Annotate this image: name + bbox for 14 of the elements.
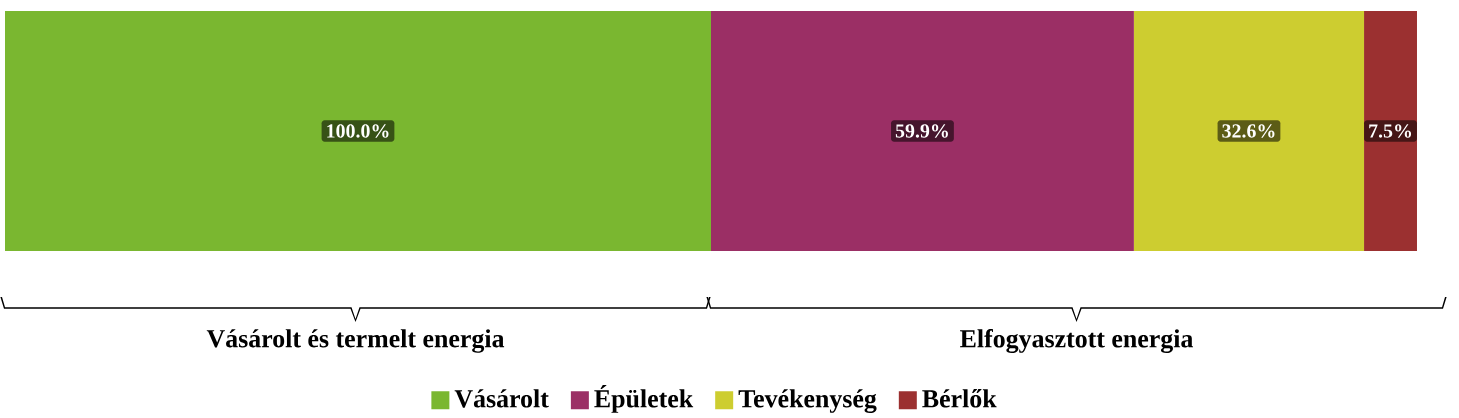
legend-label: Vásárolt <box>454 389 549 408</box>
legend-label: Tevékenység <box>738 389 877 413</box>
legend-label: Épületek <box>594 385 694 413</box>
data-label: 32.6% <box>1222 124 1275 138</box>
data-label: 7.5% <box>1369 124 1412 138</box>
bar <box>1364 10 1417 251</box>
text: Vásárolt és termelt energia <box>206 329 505 353</box>
text: Elfogyasztott energia <box>960 329 1194 353</box>
bar <box>711 10 1134 251</box>
data-label: 59.9% <box>895 124 948 138</box>
data-label: 100.0% <box>327 124 389 138</box>
bar <box>5 10 711 251</box>
bar <box>1133 10 1365 251</box>
legend-label: Bérlők <box>922 388 997 408</box>
